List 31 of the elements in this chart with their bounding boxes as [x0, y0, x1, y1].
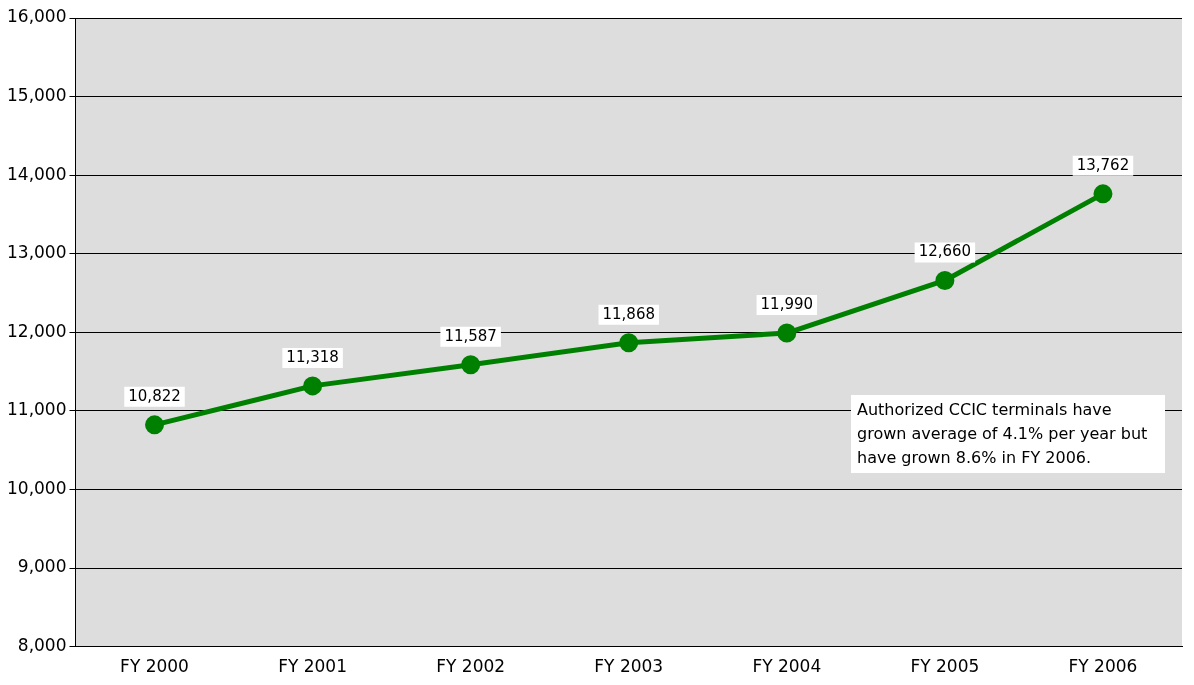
y-tick-label: 8,000 [17, 635, 67, 656]
y-tick-label: 12,000 [7, 320, 67, 341]
y-tick-label: 10,000 [7, 477, 67, 498]
y-tick-label: 16,000 [7, 6, 67, 27]
text: 12,660 [918, 242, 972, 261]
y-tick-label: 11,000 [7, 399, 67, 420]
x-tick-label: FY 2006 [1068, 656, 1138, 677]
point [935, 270, 955, 290]
text: 11,587 [444, 326, 497, 345]
x-tick-label: FY 2001 [278, 656, 348, 677]
point [619, 333, 639, 353]
y-tick-label: 13,000 [7, 242, 67, 263]
text: 13,762 [1076, 155, 1130, 174]
x-tick-label: FY 2003 [594, 656, 664, 677]
x-tick-label: FY 2002 [436, 656, 506, 677]
point [1093, 184, 1113, 204]
x-tick-label: FY 2000 [120, 656, 189, 677]
point [145, 415, 165, 435]
point [777, 323, 797, 343]
annotation: Authorized CCIC terminals have grown average of 4.1% per year but have grown 8.6% in FY 2006. [857, 400, 1148, 468]
text: 11,990 [760, 294, 814, 313]
x-tick-label: FY 2005 [910, 656, 980, 677]
y-tick-label: 9,000 [17, 556, 67, 577]
text: 10,822 [128, 386, 181, 405]
text: 11,868 [602, 304, 655, 323]
y-tick-label: 15,000 [7, 85, 67, 105]
text: 11,318 [286, 347, 339, 366]
point [461, 355, 481, 375]
point [303, 376, 323, 396]
x-tick-label: FY 2004 [752, 656, 822, 677]
y-tick-label: 14,000 [7, 163, 67, 184]
